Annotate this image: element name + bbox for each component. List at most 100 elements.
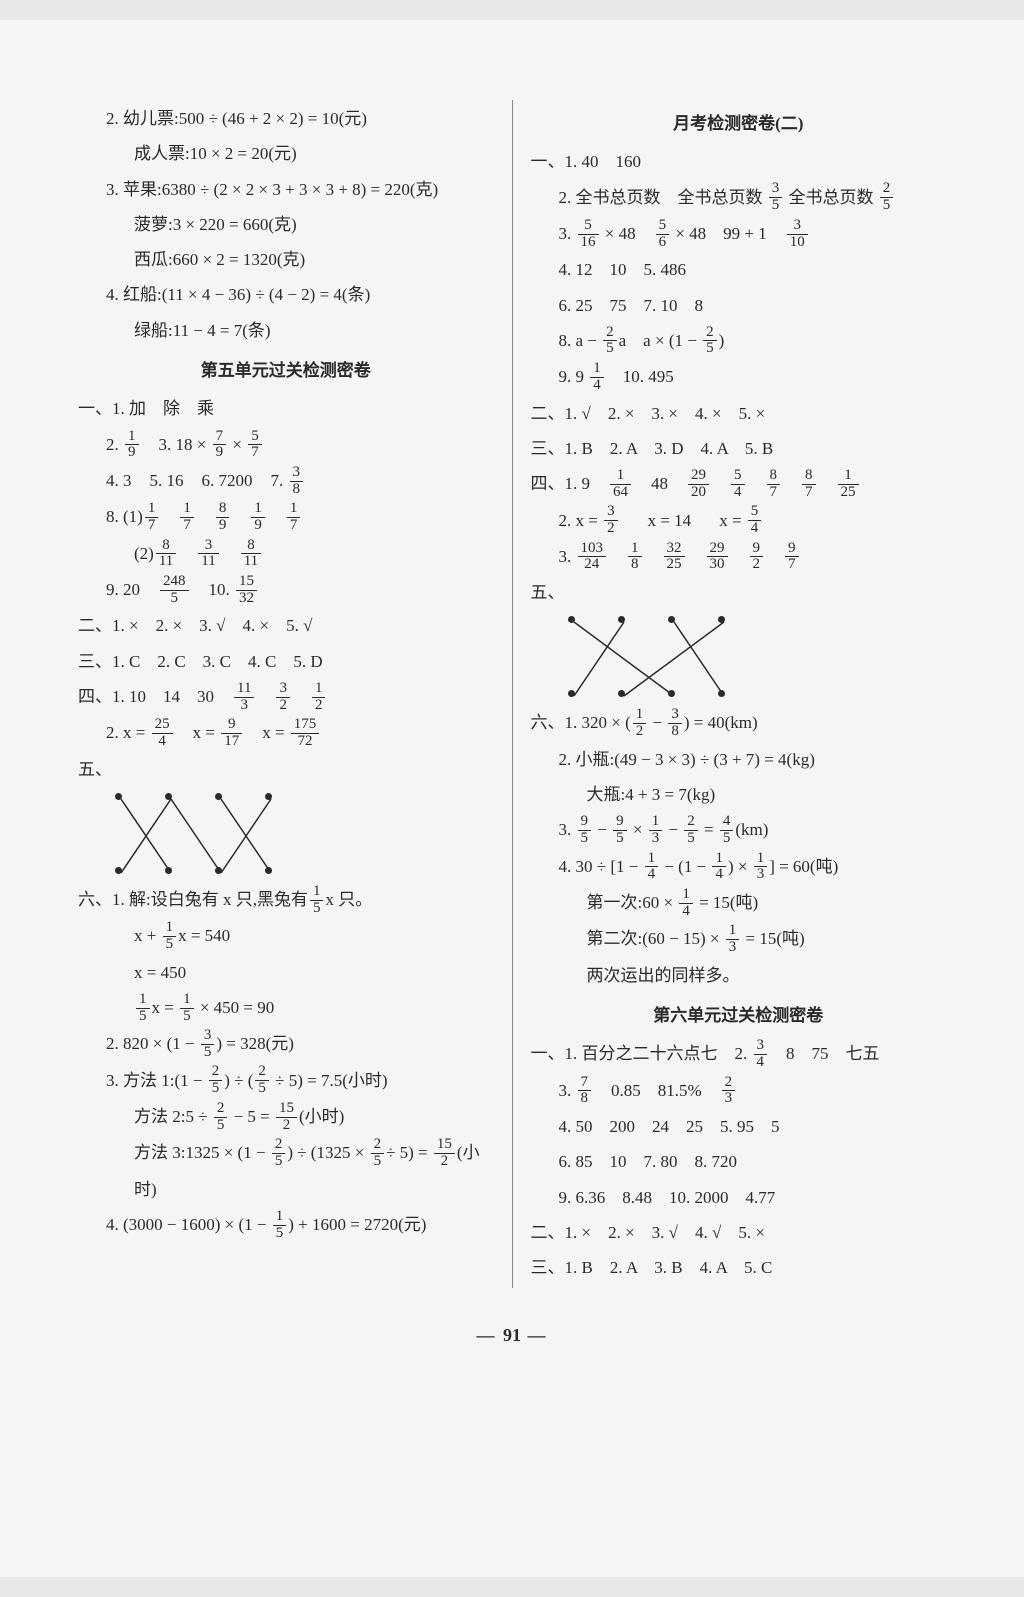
- fraction: 79: [213, 429, 227, 462]
- answer-line: 2. 小瓶:(49 − 3 × 3) ÷ (3 + 7) = 4(kg): [531, 744, 947, 776]
- text: 方法 3:1325 × (1 −: [134, 1143, 266, 1162]
- section-five-label: 五、: [531, 577, 947, 609]
- text: x =: [193, 723, 215, 742]
- answer-line: 菠萝:3 × 220 = 660(克): [78, 209, 494, 241]
- matching-diagram: [561, 613, 731, 703]
- answer-line: 2. 全书总页数 全书总页数 35 全书总页数 25: [531, 182, 947, 215]
- answer-line: 4. 30 ÷ [1 − 14 − (1 − 14) × 13] = 60(吨): [531, 851, 947, 884]
- fraction: 95: [613, 814, 627, 847]
- unit5-title: 第五单元过关检测密卷: [78, 355, 494, 387]
- text: 0.85 81.5%: [611, 1081, 702, 1100]
- answer-line: 三、1. C 2. C 3. C 4. C 5. D: [78, 646, 494, 678]
- left-column: 2. 幼儿票:500 ÷ (46 + 2 × 2) = 10(元) 成人票:10…: [60, 100, 513, 1288]
- fraction: 2485: [160, 574, 189, 607]
- text: x =: [152, 998, 174, 1017]
- text: −: [597, 820, 607, 839]
- text: 85 10 7. 80 8. 720: [576, 1152, 738, 1171]
- text: (小时): [299, 1107, 344, 1126]
- fraction: 19: [125, 429, 139, 462]
- text: ÷ 5) =: [386, 1143, 428, 1162]
- matching-diagram: [108, 790, 278, 880]
- fraction: 10324: [578, 541, 607, 574]
- fraction: 2930: [707, 541, 728, 574]
- answer-line: 第一次:60 × 14 = 15(吨): [531, 887, 947, 920]
- text: 8 75 七五: [769, 1044, 880, 1063]
- text: 6.36 8.48 10. 2000 4.77: [576, 1188, 776, 1207]
- fraction: 25: [880, 181, 894, 214]
- text: = 15(吨): [699, 893, 758, 912]
- answer-line: 4. 红船:(11 × 4 − 36) ÷ (4 − 2) = 4(条): [78, 279, 494, 311]
- text: =: [704, 820, 714, 839]
- text: 48: [651, 474, 668, 493]
- text: ) ÷ (: [224, 1071, 253, 1090]
- fraction: 152: [434, 1137, 455, 1170]
- fraction: 15: [180, 992, 194, 1025]
- text: 方法 1:(1 −: [123, 1071, 202, 1090]
- fraction: 78: [578, 1075, 592, 1108]
- fraction: 917: [221, 717, 242, 750]
- answer-line: 4. 50 200 24 25 5. 95 5: [531, 1111, 947, 1143]
- fraction: 97: [785, 541, 799, 574]
- text: 320 × (: [582, 713, 631, 732]
- text: 解:设白兔有 x 只,黑兔有: [129, 890, 308, 909]
- text: 12 10 5. 486: [576, 260, 687, 279]
- fraction: 54: [731, 468, 745, 501]
- text: ) = 328(元): [216, 1034, 294, 1053]
- fraction: 14: [590, 361, 604, 394]
- answer-line: 大瓶:4 + 3 = 7(kg): [531, 779, 947, 811]
- text: 20: [123, 580, 140, 599]
- text: − 5 =: [234, 1107, 270, 1126]
- text: 第一次:60 ×: [587, 893, 674, 912]
- text: 加 除 乘: [129, 399, 214, 418]
- text: 9: [582, 474, 591, 493]
- fraction: 25: [255, 1064, 269, 1097]
- text: 6. 7200: [202, 471, 253, 490]
- answer-line: 8. (1)1717891917: [78, 501, 494, 534]
- fraction: 311: [198, 538, 218, 571]
- answer-line: 四、1. 9164482920548787125: [531, 468, 947, 501]
- answer-line: 4. 35. 166. 72007. 38: [78, 465, 494, 498]
- answer-line: 15x = 15 × 450 = 90: [78, 992, 494, 1025]
- text: 10 14 30: [129, 687, 214, 706]
- text: 百分之二十六点七 2.: [582, 1044, 748, 1063]
- text: 16: [167, 471, 184, 490]
- fraction: 92: [750, 541, 764, 574]
- answer-line: 3. 516 × 4856 × 48 99 + 1310: [531, 218, 947, 251]
- fraction: 95: [578, 814, 592, 847]
- text: B 2. A 3. D 4. A 5. B: [582, 439, 774, 458]
- fraction: 17: [145, 501, 159, 534]
- text: x 只。: [325, 890, 372, 909]
- fraction: 2920: [688, 468, 709, 501]
- text: ) ×: [728, 857, 748, 876]
- fraction: 14: [712, 851, 726, 884]
- fraction: 17572: [291, 717, 320, 750]
- fraction: 38: [668, 707, 682, 740]
- fraction: 57: [248, 429, 262, 462]
- fraction: 25: [214, 1101, 228, 1134]
- text: 全书总页数 全书总页数: [576, 188, 763, 207]
- text: √ 2. × 3. × 4. × 5. ×: [582, 404, 766, 423]
- text: 9: [576, 367, 585, 386]
- page-number-value: 91: [503, 1325, 521, 1345]
- fraction: 15: [273, 1209, 287, 1242]
- answer-line: 3. 95 − 95 × 13 − 25 = 45(km): [531, 814, 947, 847]
- fraction: 25: [371, 1137, 385, 1170]
- fraction: 164: [610, 468, 631, 501]
- fraction: 25: [684, 814, 698, 847]
- answer-line: 成人票:10 × 2 = 20(元): [78, 138, 494, 170]
- fraction: 15: [310, 884, 324, 917]
- fraction: 89: [216, 501, 230, 534]
- fraction: 18: [628, 541, 642, 574]
- fraction: 3225: [664, 541, 685, 574]
- text: 方法 2:5 ÷: [134, 1107, 208, 1126]
- text: × 2. × 3. √ 4. √ 5. ×: [582, 1223, 765, 1242]
- fraction: 15: [163, 920, 177, 953]
- text: 30 ÷ [1 −: [576, 857, 639, 876]
- answer-line: 一、1. 40 160: [531, 146, 947, 178]
- fraction: 14: [645, 851, 659, 884]
- text: 3: [123, 471, 132, 490]
- fraction: 13: [754, 851, 768, 884]
- fraction: 15: [136, 992, 150, 1025]
- answer-line: 2. 幼儿票:500 ÷ (46 + 2 × 2) = 10(元): [78, 103, 494, 135]
- answer-line: 一、1. 加 除 乘: [78, 393, 494, 425]
